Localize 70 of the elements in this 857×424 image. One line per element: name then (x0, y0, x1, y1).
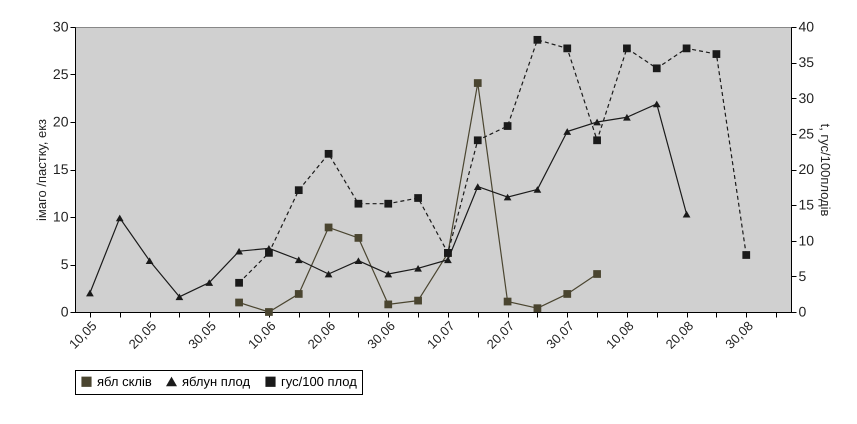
point (265, 308, 273, 316)
point (474, 79, 482, 87)
point (235, 298, 243, 306)
point (652, 64, 661, 72)
point (324, 224, 332, 232)
y2-tick-label: 30 (798, 90, 814, 106)
y-tick-label: 15 (52, 161, 69, 177)
y-axis-title: імаго /пастку, екз (34, 118, 49, 221)
y-tick-label: 10 (52, 208, 69, 224)
point (652, 100, 661, 108)
point (623, 44, 631, 52)
point (623, 114, 631, 121)
point (444, 256, 452, 264)
point (742, 251, 750, 259)
y2-tick-label: 0 (798, 304, 806, 320)
point (354, 257, 362, 264)
legend-label: яблун плод (182, 374, 250, 389)
y2-tick-label: 20 (798, 161, 814, 177)
point (384, 270, 392, 278)
point (563, 44, 572, 52)
point (324, 270, 332, 278)
point (414, 194, 422, 202)
point (504, 194, 512, 200)
point (414, 296, 422, 304)
point (712, 50, 720, 58)
y2-tick-label: 15 (798, 196, 814, 213)
point (474, 136, 482, 144)
point (116, 214, 124, 222)
point (354, 234, 362, 242)
point (563, 290, 572, 298)
point (534, 36, 542, 44)
point (682, 210, 690, 218)
point (384, 300, 392, 308)
point (682, 44, 690, 52)
point (504, 298, 512, 306)
point (235, 248, 243, 255)
y2-tick-label: 35 (798, 54, 814, 70)
y2-axis-title: t, гус/100плодів (818, 124, 834, 217)
point (146, 257, 154, 264)
y2-tick-label: 25 (798, 125, 814, 142)
point (354, 200, 362, 208)
point (534, 186, 542, 193)
point (294, 256, 303, 264)
legend-label: ябл склів (97, 374, 152, 389)
y2-tick-label: 10 (798, 232, 814, 248)
y-tick-label: 30 (52, 18, 69, 34)
point (176, 293, 184, 300)
point (205, 279, 214, 286)
y2-tick-label: 5 (798, 268, 806, 284)
point (294, 290, 303, 298)
point (593, 136, 601, 144)
point (414, 264, 422, 272)
point (563, 128, 572, 135)
point (534, 304, 542, 312)
y-tick-label: 5 (60, 256, 69, 272)
point (593, 118, 601, 126)
y-tick-label: 0 (60, 304, 69, 320)
legend-label: гус/100 плод (281, 374, 358, 389)
point (384, 200, 392, 208)
point (504, 122, 512, 130)
point (294, 186, 303, 194)
point (324, 150, 332, 158)
point (235, 278, 243, 287)
y-tick-label: 20 (52, 114, 69, 130)
point (86, 290, 94, 296)
point (265, 248, 273, 257)
y2-tick-label: 40 (798, 18, 814, 34)
point (593, 270, 601, 278)
point (474, 183, 482, 190)
y-tick-label: 25 (52, 66, 69, 82)
